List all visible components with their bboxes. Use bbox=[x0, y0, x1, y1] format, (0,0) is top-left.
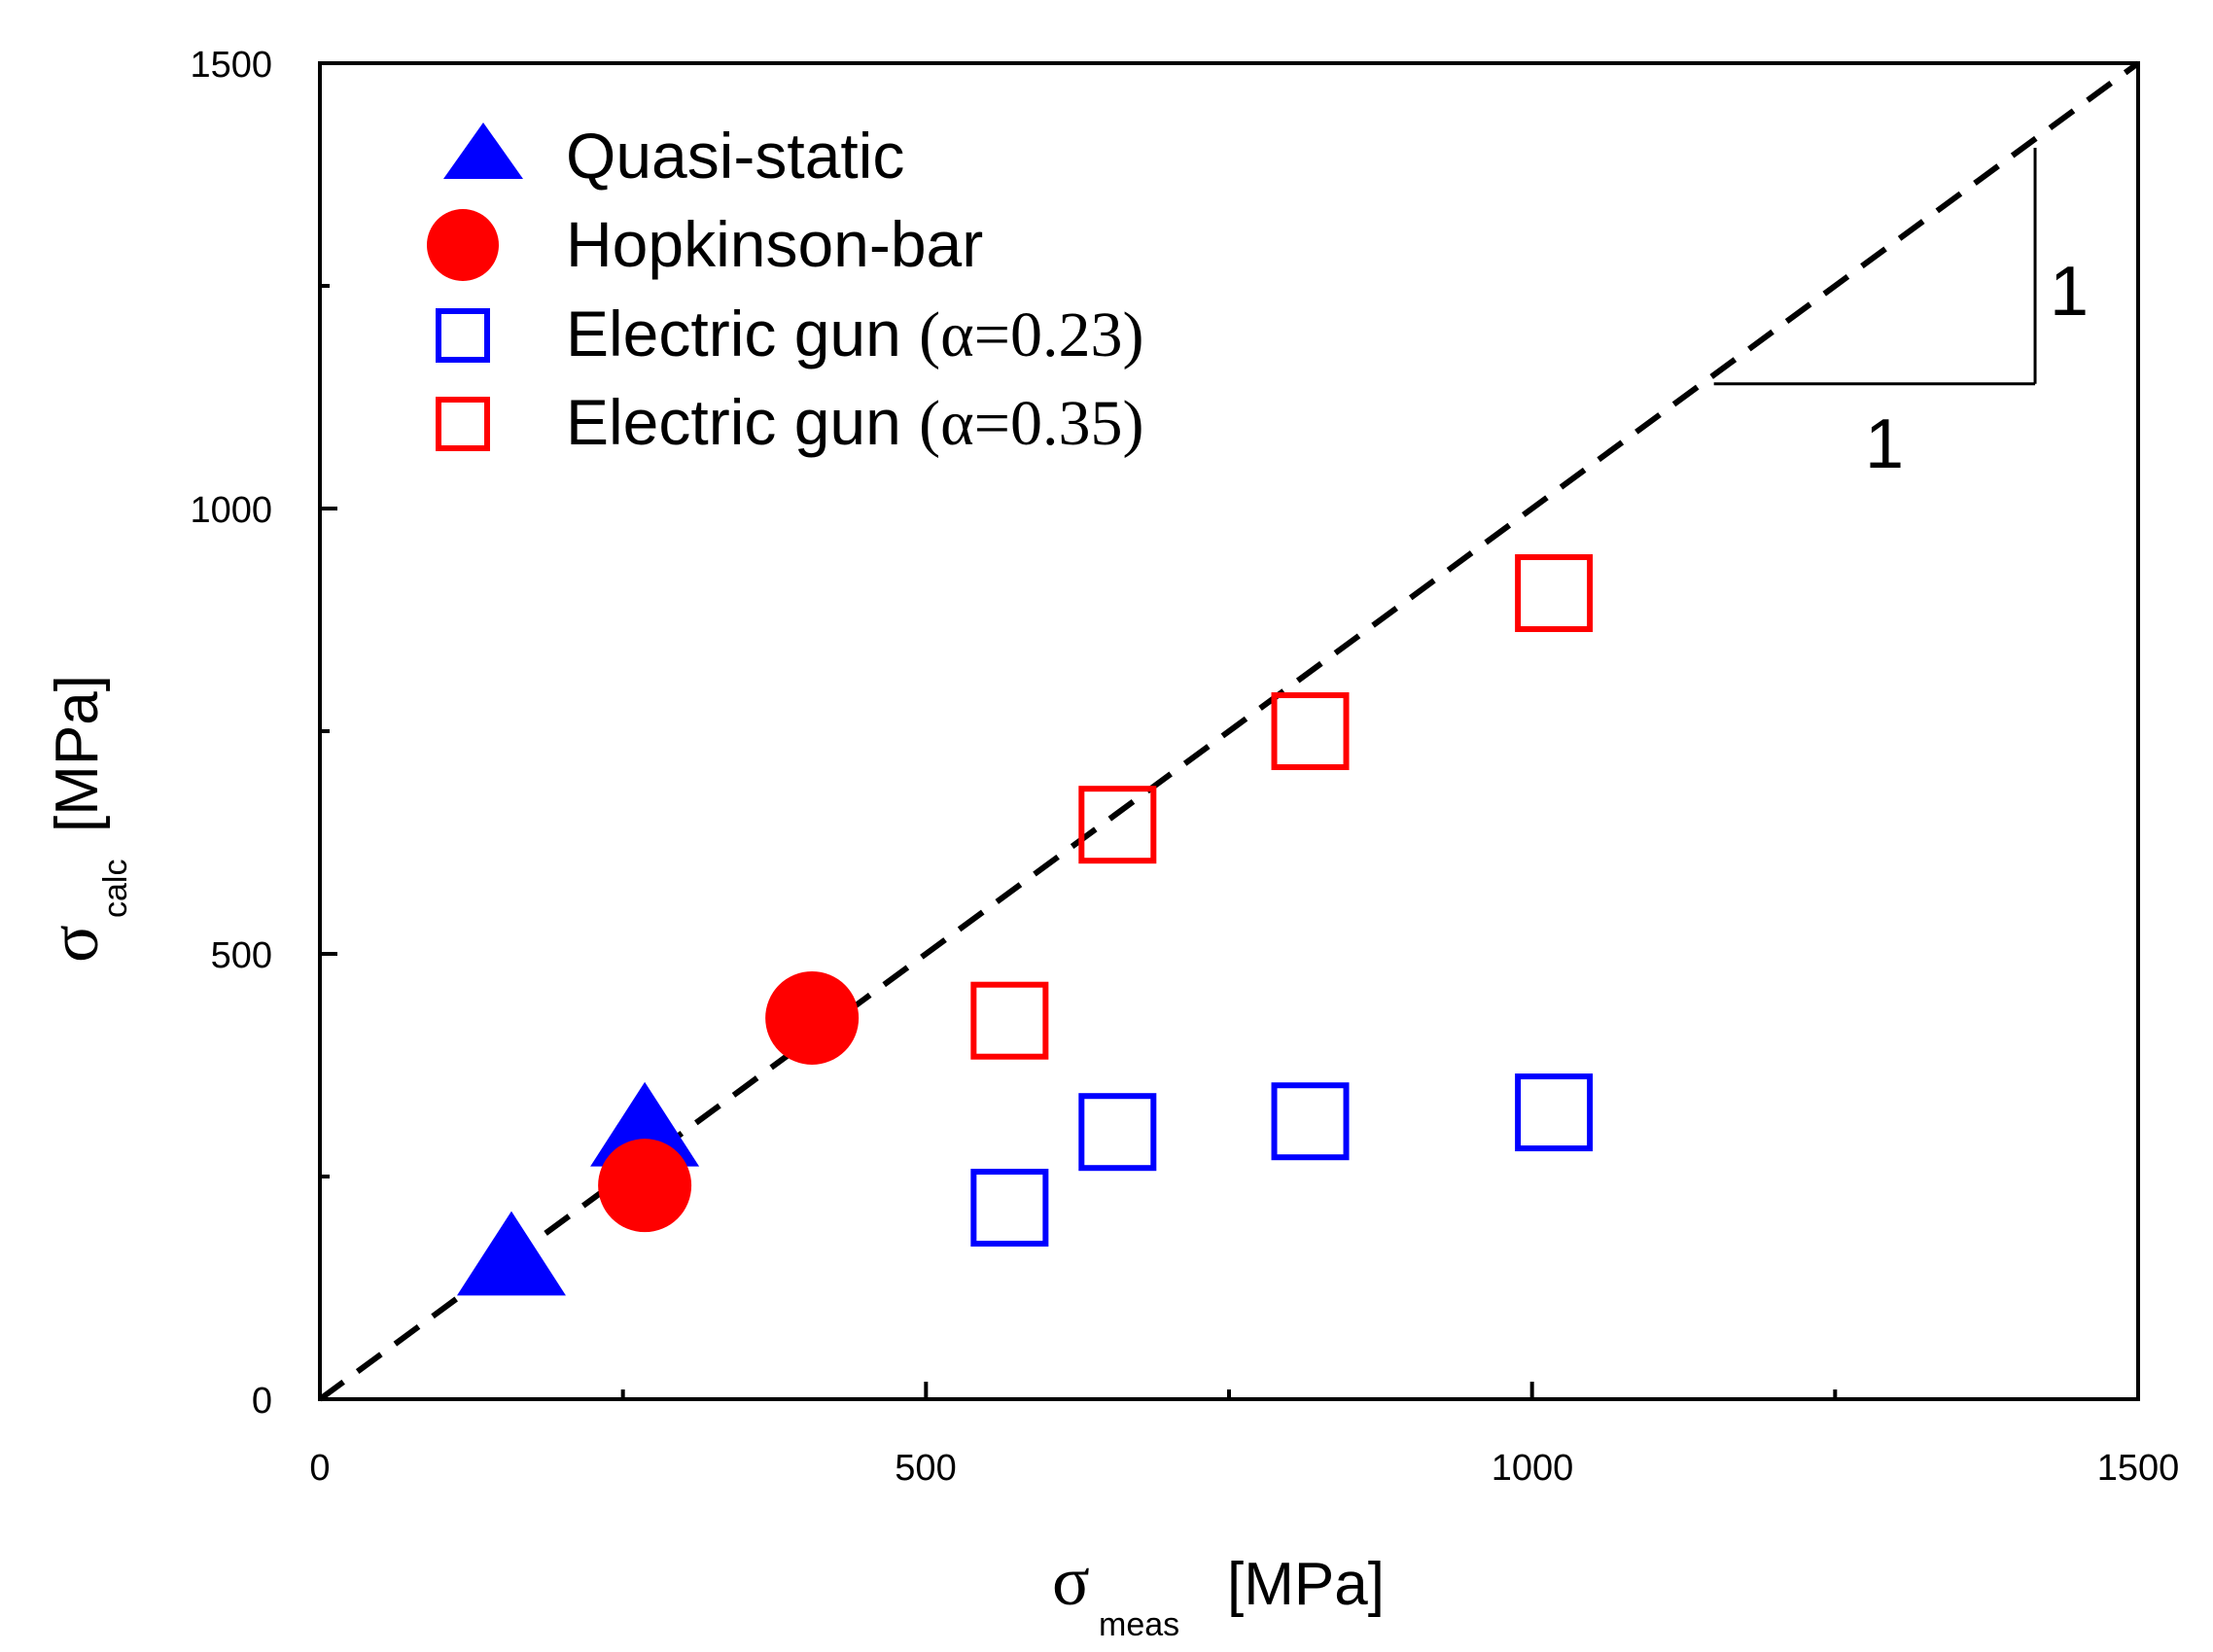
data-point-square bbox=[970, 1169, 1049, 1248]
x-tick-label: 0 bbox=[309, 1448, 330, 1489]
data-point-triangle bbox=[456, 1211, 566, 1296]
data-point-circle bbox=[598, 1139, 692, 1233]
data-point-square bbox=[1515, 1073, 1594, 1152]
svg-text:[MPa]: [MPa] bbox=[1227, 1551, 1385, 1618]
data-point-square bbox=[1271, 692, 1350, 770]
x-tick-label: 500 bbox=[895, 1448, 956, 1489]
data-point-square bbox=[1078, 786, 1157, 864]
data-point-triangle bbox=[590, 1081, 700, 1167]
legend-label: Quasi-static bbox=[566, 120, 904, 192]
y-tick-label: 1000 bbox=[190, 490, 272, 531]
data-point-square bbox=[970, 981, 1049, 1060]
legend-marker-square-blue bbox=[436, 308, 490, 363]
legend-label: Electric gun (α=0.23) bbox=[566, 298, 1143, 370]
legend-marker-triangle bbox=[443, 123, 523, 179]
slope-rise-label: 1 bbox=[2050, 253, 2089, 331]
y-tick-label: 500 bbox=[211, 935, 272, 976]
data-point-square bbox=[1515, 554, 1594, 633]
legend-label: Electric gun (α=0.35) bbox=[566, 386, 1143, 459]
legend-marker-square-red bbox=[436, 397, 490, 451]
svg-text:σ: σ bbox=[35, 925, 113, 963]
svg-text:σ: σ bbox=[1052, 1542, 1090, 1620]
slope-run-label: 1 bbox=[1865, 405, 1904, 483]
x-axis-title: σ meas [MPa] bbox=[1052, 1542, 1385, 1643]
svg-text:[MPa]: [MPa] bbox=[44, 675, 111, 832]
legend: Quasi-static Hopkinson-bar Electric gun … bbox=[427, 120, 1143, 459]
x-tick-label: 1000 bbox=[1492, 1448, 1574, 1489]
axis-ticks bbox=[318, 61, 2140, 1401]
svg-text:meas: meas bbox=[1099, 1606, 1179, 1643]
x-tick-label: 1500 bbox=[2097, 1448, 2180, 1489]
data-point-circle bbox=[765, 970, 860, 1065]
y-tick-label: 0 bbox=[252, 1381, 272, 1422]
data-points bbox=[456, 554, 1594, 1296]
legend-label: Hopkinson-bar bbox=[566, 208, 983, 280]
data-point-square bbox=[1271, 1082, 1350, 1161]
legend-marker-circle bbox=[427, 209, 499, 281]
svg-text:calc: calc bbox=[97, 860, 134, 918]
slope-triangle bbox=[1713, 148, 2037, 386]
y-tick-label: 1500 bbox=[190, 45, 272, 86]
y-axis-title: σ calc [MPa] bbox=[35, 675, 134, 963]
data-point-square bbox=[1078, 1093, 1157, 1172]
